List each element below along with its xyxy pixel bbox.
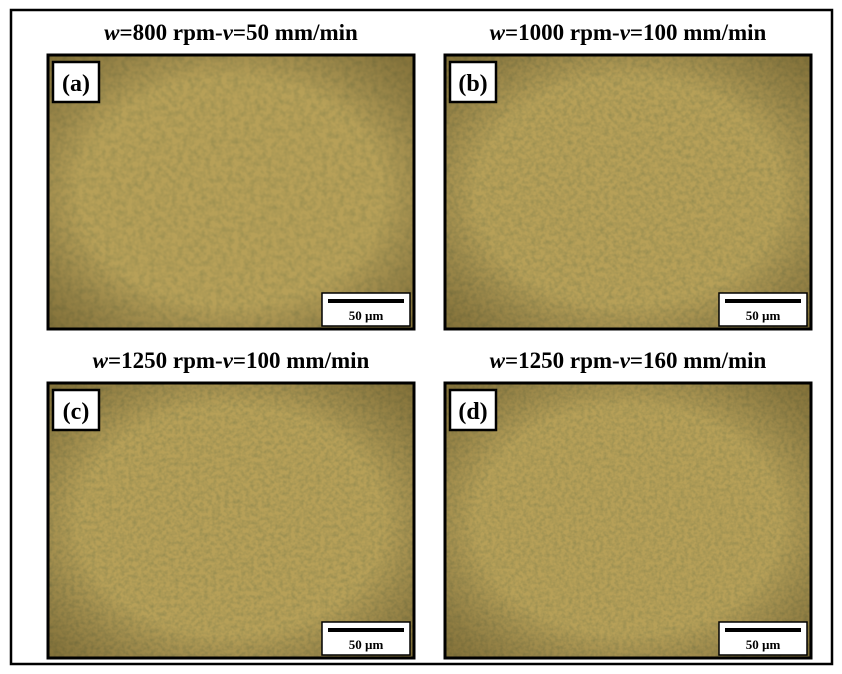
micrograph-vignette bbox=[48, 383, 414, 658]
panel: w=800 rpm-v=50 mm/min (a) 50 µm bbox=[48, 20, 414, 329]
scale-text: 50 µm bbox=[349, 308, 384, 323]
panels: w=800 rpm-v=50 mm/min(a)50 µmw=1000 rpm-… bbox=[48, 20, 811, 658]
title-segment: w bbox=[104, 20, 120, 45]
panel-label: (d) bbox=[458, 399, 487, 425]
scale-text: 50 µm bbox=[746, 308, 781, 323]
panel: w=1250 rpm-v=160 mm/min (d) 50 µm bbox=[445, 348, 811, 658]
micrograph-vignette bbox=[445, 383, 811, 658]
micrograph-vignette bbox=[48, 55, 414, 329]
title-segment: =160 mm/min bbox=[630, 348, 767, 373]
title-segment: =50 mm/min bbox=[233, 20, 358, 45]
panel-label: (b) bbox=[458, 71, 487, 97]
panel: w=1000 rpm-v=100 mm/min (b) 50 µm bbox=[445, 20, 811, 329]
title-segment: =1000 rpm- bbox=[505, 20, 620, 45]
panel-title: w=1250 rpm-v=160 mm/min bbox=[490, 348, 767, 373]
panel: w=1250 rpm-v=100 mm/min (c) 50 µm bbox=[48, 348, 414, 658]
scale-text: 50 µm bbox=[746, 637, 781, 652]
title-segment: w bbox=[93, 348, 109, 373]
panel-label: (a) bbox=[62, 71, 90, 97]
scale-text: 50 µm bbox=[349, 637, 384, 652]
title-segment: =1250 rpm- bbox=[505, 348, 620, 373]
title-segment: =800 rpm- bbox=[120, 20, 223, 45]
panel-title: w=1250 rpm-v=100 mm/min bbox=[93, 348, 370, 373]
panel-label: (c) bbox=[63, 399, 90, 425]
micrograph-vignette bbox=[445, 55, 811, 329]
title-segment: w bbox=[490, 348, 506, 373]
title-segment: =1250 rpm- bbox=[108, 348, 223, 373]
title-segment: =100 mm/min bbox=[630, 20, 767, 45]
panel-title: w=1000 rpm-v=100 mm/min bbox=[490, 20, 767, 45]
title-segment: w bbox=[490, 20, 506, 45]
figure: w=800 rpm-v=50 mm/min(a)50 µmw=1000 rpm-… bbox=[0, 0, 842, 674]
panel-title: w=800 rpm-v=50 mm/min bbox=[104, 20, 358, 45]
title-segment: =100 mm/min bbox=[233, 348, 370, 373]
